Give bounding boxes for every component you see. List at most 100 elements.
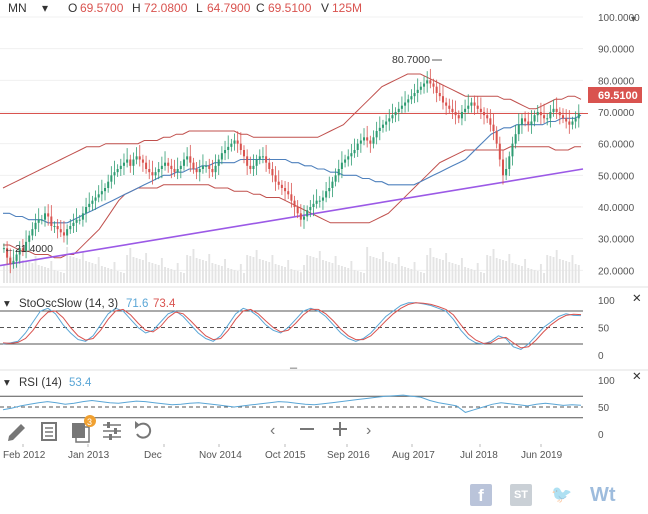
volume-bar xyxy=(189,256,192,283)
volume-bar xyxy=(119,272,122,283)
time-tick-label: Nov 2014 xyxy=(199,450,242,461)
candle-body xyxy=(217,159,220,166)
scroll-left-icon[interactable]: ‹ xyxy=(270,422,275,439)
volume-bar xyxy=(63,273,65,283)
volume-bar xyxy=(489,256,492,283)
layers-icon[interactable]: 3 xyxy=(72,415,96,443)
rsi-tick-label: 100 xyxy=(598,376,615,387)
rsi-lines xyxy=(2,394,582,413)
candle-body xyxy=(242,150,246,157)
candle-body xyxy=(549,112,552,119)
candle-body xyxy=(224,150,227,154)
candle-body xyxy=(88,203,91,207)
volume-bar xyxy=(66,247,69,283)
volume-bar xyxy=(100,266,103,283)
rsi-title: RSI (14) xyxy=(19,377,62,389)
candle-body xyxy=(25,241,28,252)
rsi-close-icon[interactable]: ✕ xyxy=(632,371,642,383)
candle-body xyxy=(385,121,388,125)
settings-sliders-icon[interactable] xyxy=(103,422,121,440)
volume-bar xyxy=(78,259,81,283)
candle-body xyxy=(186,156,189,160)
volume-bar xyxy=(334,256,337,283)
rsi-collapse-icon[interactable]: ▾ xyxy=(4,377,10,389)
candle-body xyxy=(2,248,5,250)
candle-body xyxy=(287,191,290,195)
volume-bar xyxy=(192,249,195,283)
candle-body xyxy=(220,153,223,160)
candle-body xyxy=(577,113,580,119)
volume-bar xyxy=(94,264,97,283)
scroll-right-icon[interactable]: › xyxy=(366,422,371,439)
volume-bar xyxy=(85,261,88,283)
volume-bar xyxy=(208,254,211,283)
candle-body xyxy=(214,165,217,173)
volume-bar xyxy=(69,256,72,283)
candle-body xyxy=(416,89,419,93)
price-pane-scroll-icon[interactable]: ▾ xyxy=(631,14,636,25)
candle-body xyxy=(337,169,340,176)
candle-body xyxy=(66,229,69,236)
volume-bar xyxy=(356,271,359,283)
volume-bar xyxy=(435,258,438,283)
stochastic-close-icon[interactable]: ✕ xyxy=(632,293,642,305)
zoom-in-icon[interactable] xyxy=(333,422,347,436)
volume-bar xyxy=(359,272,362,283)
candle-body xyxy=(302,216,306,220)
twitter-icon[interactable]: 🐦 xyxy=(550,484,574,506)
twitter-glyph: 🐦 xyxy=(551,485,573,505)
volume-bar xyxy=(116,271,119,283)
pencil-icon[interactable] xyxy=(8,424,25,441)
candle-body xyxy=(505,169,508,176)
wt-icon[interactable]: Wt xyxy=(590,484,624,506)
symbol-dropdown-icon[interactable]: ▾ xyxy=(42,1,48,15)
candle-body xyxy=(91,200,94,204)
volume-bar xyxy=(366,247,369,283)
stocktwits-icon[interactable]: ST xyxy=(510,484,532,506)
time-tick-label: Jul 2018 xyxy=(460,450,498,461)
volume-bar xyxy=(552,257,555,283)
candle-body xyxy=(37,219,40,223)
candle-body xyxy=(568,121,571,125)
candle-body xyxy=(151,172,154,176)
candle-body xyxy=(511,143,514,157)
layers-badge xyxy=(84,415,96,427)
volume-bar xyxy=(347,268,350,283)
candle-body xyxy=(271,169,274,176)
volume-bar xyxy=(397,257,400,283)
stochastic-collapse-icon[interactable]: ▾ xyxy=(4,298,10,310)
facebook-icon[interactable]: f xyxy=(470,484,492,506)
price-tick-label: 40.0000 xyxy=(598,203,635,214)
volume-bar xyxy=(568,262,571,283)
candle-body xyxy=(299,213,302,220)
volume-bar xyxy=(498,259,501,283)
notes-icon[interactable] xyxy=(41,422,57,441)
candle-body xyxy=(350,153,353,157)
volume-bar xyxy=(211,263,214,283)
wt-glyph: Wt xyxy=(590,484,616,506)
volume-bar xyxy=(246,255,249,283)
rsi-value: 53.4 xyxy=(69,377,92,389)
volume-bar xyxy=(157,265,160,283)
time-tick-label: Aug 2017 xyxy=(392,450,435,461)
candle-body xyxy=(148,169,151,173)
time-tick-label: Dec xyxy=(144,450,162,461)
volume-bar xyxy=(230,269,233,283)
open-label: O xyxy=(68,1,77,15)
candle-body xyxy=(119,165,122,169)
undo-icon[interactable] xyxy=(135,421,152,439)
volume-bar xyxy=(423,273,425,283)
volume-bar xyxy=(37,265,40,283)
candle-body xyxy=(473,102,476,106)
stochastic-tick-label: 100 xyxy=(598,296,615,307)
candle-body xyxy=(340,162,343,169)
candle-body xyxy=(309,207,312,211)
candle-body xyxy=(164,162,167,166)
rsi-levels xyxy=(0,395,583,419)
candle-body xyxy=(280,184,283,188)
candle-body xyxy=(265,156,268,163)
candle-body xyxy=(533,115,536,122)
volume-bar xyxy=(239,264,242,283)
candle-body xyxy=(514,134,517,144)
